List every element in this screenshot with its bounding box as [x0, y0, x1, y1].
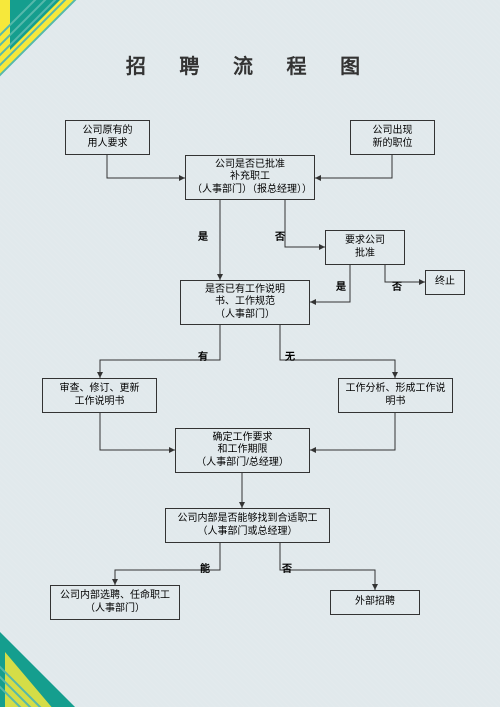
node-text-line: 明书	[386, 396, 406, 409]
flowchart-node-n_terminate: 终止	[425, 270, 465, 295]
node-text-line: 终止	[435, 276, 455, 289]
node-text-line: 确定工作要求	[213, 432, 273, 445]
edge-label: 有	[198, 348, 208, 363]
flowchart-edge	[315, 155, 392, 178]
node-text-line: 公司出现	[373, 125, 413, 138]
node-text-line: （人事部门）	[85, 603, 145, 616]
flowchart-node-n_approve_fill: 公司是否已批准补充职工（人事部门）（报总经理））	[185, 155, 315, 200]
node-text-line: 用人要求	[88, 138, 128, 151]
flowchart-node-n_intern_hire: 公司内部选聘、任命职工（人事部门）	[50, 585, 180, 620]
node-text-line: 批准	[355, 248, 375, 261]
node-text-line: 新的职位	[373, 138, 413, 151]
edge-label: 是	[198, 228, 208, 243]
flowchart-node-n_review: 审查、修订、更新工作说明书	[42, 378, 157, 413]
edge-label: 无	[285, 348, 295, 363]
node-text-line: 外部招聘	[355, 596, 395, 609]
node-text-line: （人事部门或总经理）	[198, 526, 298, 539]
node-text-line: 工作说明书	[75, 396, 125, 409]
node-text-line: 和工作期限	[218, 444, 268, 457]
node-text-line: 工作分析、形成工作说	[346, 383, 446, 396]
edge-label: 否	[282, 560, 292, 575]
node-text-line: 是否已有工作说明	[205, 284, 285, 297]
flowchart-node-n_internal_ok: 公司内部是否能够找到合适职工（人事部门或总经理）	[165, 508, 330, 543]
flowchart-node-n_confirm_req: 确定工作要求和工作期限（人事部门/总经理）	[175, 428, 310, 473]
edge-label: 是	[336, 278, 346, 293]
node-text-line: （人事部门）（报总经理））	[192, 184, 308, 197]
flowchart-edge	[280, 325, 395, 378]
flowchart-edge	[107, 155, 185, 178]
node-text-line: 要求公司	[345, 235, 385, 248]
flowchart-node-n_existing_req: 公司原有的用人要求	[65, 120, 150, 155]
node-text-line: 公司内部是否能够找到合适职工	[178, 513, 318, 526]
node-text-line: 审查、修订、更新	[60, 383, 140, 396]
flowchart-edge	[100, 413, 175, 450]
node-text-line: 补充职工	[230, 171, 270, 184]
flowchart-node-n_new_pos: 公司出现新的职位	[350, 120, 435, 155]
flowchart-node-n_ask_approve: 要求公司批准	[325, 230, 405, 265]
flowchart-node-n_has_desc: 是否已有工作说明书、工作规范（人事部门）	[180, 280, 310, 325]
node-text-line: （人事部门/总经理）	[196, 457, 289, 470]
node-text-line: 公司是否已批准	[215, 159, 285, 172]
flowchart-edge	[280, 543, 375, 590]
node-text-line: 公司内部选聘、任命职工	[60, 590, 170, 603]
node-text-line: 书、工作规范	[215, 296, 275, 309]
page-title: 招 聘 流 程 图	[0, 50, 500, 79]
node-text-line: 公司原有的	[83, 125, 133, 138]
edge-label: 否	[392, 278, 402, 293]
flowchart-node-n_form_desc: 工作分析、形成工作说明书	[338, 378, 453, 413]
edge-label: 能	[200, 560, 210, 575]
flowchart-node-n_extern_hire: 外部招聘	[330, 590, 420, 615]
node-text-line: （人事部门）	[215, 309, 275, 322]
flowchart-edge	[310, 413, 395, 450]
edge-label: 否	[275, 228, 285, 243]
flowchart-edge	[285, 200, 325, 247]
flowchart-canvas: 公司原有的用人要求公司出现新的职位公司是否已批准补充职工（人事部门）（报总经理）…	[30, 100, 470, 680]
